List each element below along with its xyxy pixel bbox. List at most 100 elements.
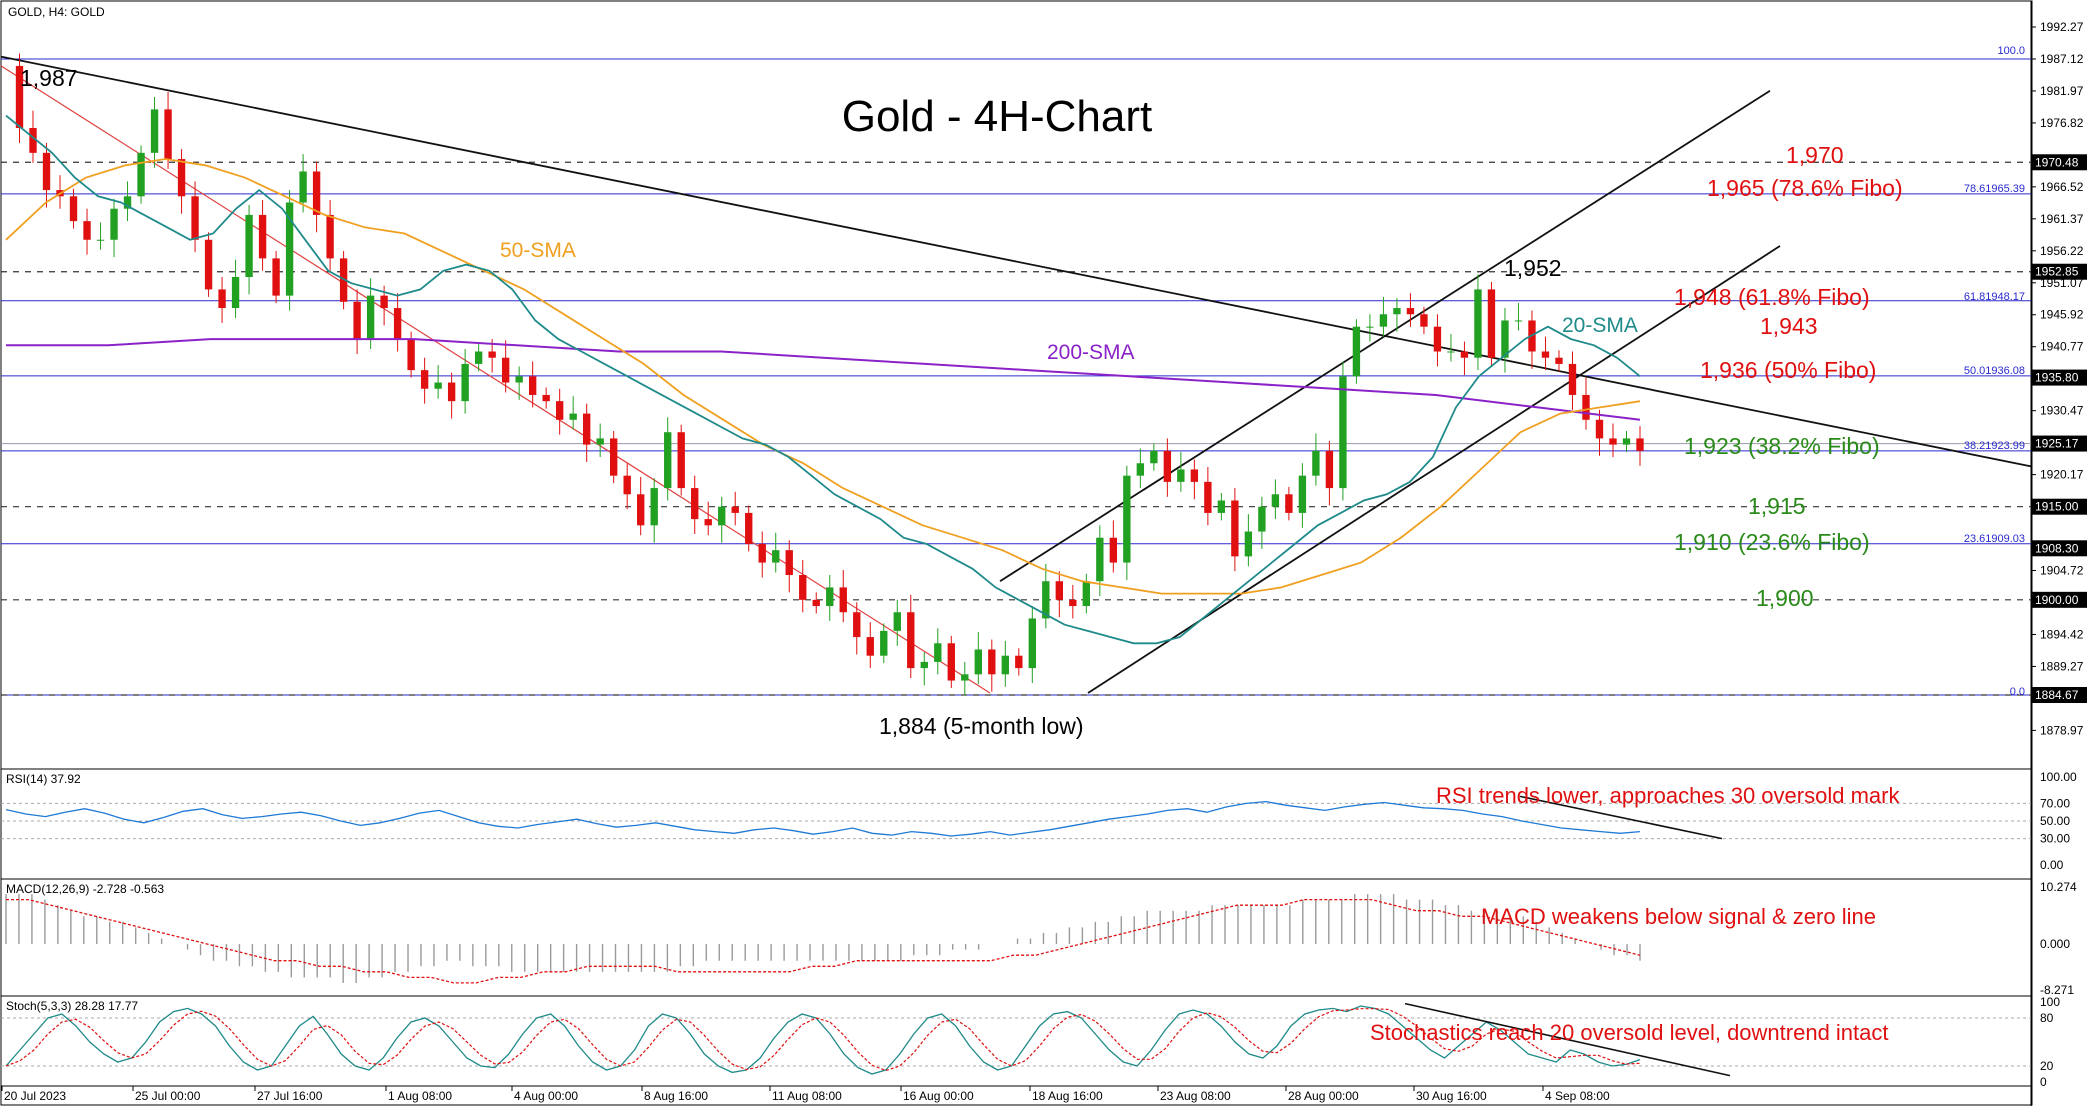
candle-body [596, 438, 604, 445]
price-tag-bg [2031, 540, 2087, 557]
candle-body [150, 109, 159, 153]
candle-body [420, 370, 429, 389]
indicator-panes: 100.00 70.00 50.00 30.00 0.00 10.274 0.000 -8.2… [1, 770, 2077, 1089]
candle-body [164, 109, 172, 160]
candle-body [1136, 463, 1145, 476]
time-axis: 20 Jul 2023 25 Jul 00:00 27 Jul 16:00 1 Aug… [1, 1086, 1610, 1103]
price-tick-label: 1940.77 [2040, 340, 2084, 354]
sma50-label: 50-SMA [500, 239, 576, 262]
fibo-tag-382: 38.21923.99 [1964, 440, 2025, 452]
macd-tick-label: 10.274 [2040, 880, 2077, 894]
candle-body [15, 65, 24, 129]
time-tick-label: 11 Aug 08:00 [772, 1089, 842, 1103]
candle-body [1366, 326, 1374, 328]
price-tick-label: 1966.52 [2040, 180, 2084, 194]
price-tag-label: 1925.17 [2035, 437, 2079, 451]
candle-body [880, 630, 888, 656]
price-tag-label: 1900.00 [2035, 593, 2079, 607]
candle-body [839, 587, 847, 613]
stoch-tick-label: 100 [2040, 995, 2060, 1009]
candlesticks [15, 53, 1644, 696]
candle-body [488, 351, 496, 358]
price-tag-bg [2031, 369, 2087, 386]
candle-body [1258, 506, 1266, 532]
macd-annotation: MACD weakens below signal & zero line [1481, 904, 1876, 929]
price-tick-label: 1894.42 [2040, 627, 2084, 641]
candle-body [1298, 475, 1307, 513]
candle-body [1204, 481, 1212, 513]
price-tag-bg [2031, 263, 2087, 280]
candle-body [1582, 394, 1590, 420]
price-tick-label: 1920.17 [2040, 468, 2084, 482]
time-tick-label: 18 Aug 16:00 [1032, 1089, 1103, 1103]
rsi-annotation: RSI trends lower, approaches 30 oversold… [1436, 783, 1900, 808]
candle-body [1028, 618, 1036, 669]
candle-body [1636, 438, 1644, 451]
candle-body [1487, 289, 1496, 358]
candle-body [1244, 531, 1253, 557]
candle-body [704, 519, 712, 526]
candle-body [515, 376, 523, 383]
candle-body [664, 432, 672, 489]
macd-label: MACD(12,26,9) -2.728 -0.563 [6, 882, 164, 896]
trendline-descending-channel [0, 65, 991, 694]
candle-body [1001, 655, 1009, 675]
time-tick-label: 4 Sep 08:00 [1545, 1089, 1610, 1103]
candle-body [326, 214, 334, 259]
price-tag-bg [2031, 687, 2087, 703]
candle-body [826, 587, 834, 607]
annotation-level-1943: 1,943 [1760, 313, 1818, 339]
candle-body [1501, 320, 1509, 358]
candle-body [191, 196, 199, 240]
candle-body [1595, 419, 1604, 439]
channel-upper-line [999, 89, 1771, 582]
candle-body [1177, 469, 1185, 482]
macd-tick-label: -8.271 [2040, 983, 2074, 997]
candle-body [718, 506, 726, 526]
candle-body [83, 221, 91, 240]
candle-body [907, 612, 915, 669]
price-tag-label: 1915.00 [2035, 500, 2079, 514]
price-tag-bg [2031, 435, 2087, 452]
fibo-tag-50: 50.01936.08 [1964, 365, 2025, 377]
candle-body [974, 649, 982, 675]
candle-body [1109, 537, 1118, 563]
time-tick-label: 23 Aug 08:00 [1160, 1089, 1231, 1103]
candle-body [745, 512, 753, 544]
candle-body [96, 239, 105, 241]
macd-tick-label: 0.000 [2040, 937, 2070, 951]
time-tick-label: 1 Aug 08:00 [388, 1089, 452, 1103]
rsi-tick-label: 100.00 [2040, 770, 2077, 784]
candle-body [312, 171, 321, 215]
horizontal-levels [1, 58, 2031, 696]
candle-body [231, 277, 240, 309]
stoch-tick-label: 80 [2040, 1011, 2054, 1025]
candle-body [1568, 363, 1577, 395]
stoch-tick-label: 20 [2040, 1059, 2054, 1073]
candle-body [1069, 599, 1077, 607]
candle-body [1325, 450, 1334, 489]
price-axis: 1992.27 1987.12 1981.97 1976.82 1966.52 1961.… [2031, 20, 2087, 737]
fibo-tag-236: 23.61909.03 [1964, 533, 2025, 545]
candle-body [1406, 308, 1415, 315]
rsi-tick-label: 0.00 [2040, 858, 2064, 872]
candle-body [123, 196, 132, 209]
annotation-level-1970: 1,970 [1786, 142, 1844, 168]
candle-body [501, 357, 510, 383]
candle-body [623, 475, 631, 495]
candle-body [1433, 326, 1442, 352]
fibo-tag-786: 78.61965.39 [1964, 183, 2025, 195]
stoch-label: Stoch(5,3,3) 28.28 17.77 [6, 999, 138, 1013]
candle-body [542, 394, 550, 402]
stoch-d-line [5, 1008, 1641, 1072]
candle-body [1447, 351, 1455, 353]
annotation-fib-382: 1,923 (38.2% Fibo) [1684, 433, 1880, 459]
time-tick-label: 4 Aug 00:00 [514, 1089, 578, 1103]
trendline-major-descending [0, 55, 2032, 468]
candle-body [691, 488, 699, 520]
fibo-tag-618: 61.81948.17 [1964, 291, 2025, 303]
candle-body [461, 363, 469, 402]
annotation-fib-50: 1,936 (50% Fibo) [1700, 357, 1876, 383]
candle-body [474, 351, 483, 364]
